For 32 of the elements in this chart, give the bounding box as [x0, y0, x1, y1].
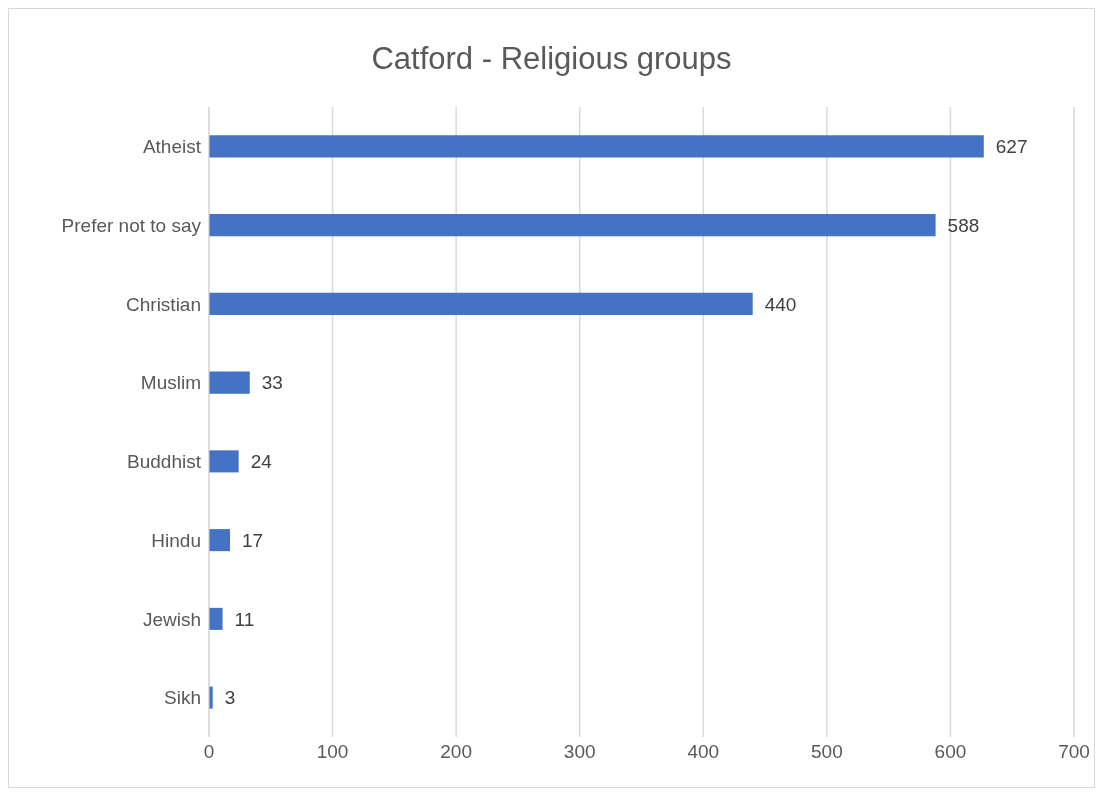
bar — [209, 529, 231, 552]
bar — [209, 450, 239, 473]
y-tick-label: Christian — [126, 293, 201, 315]
data-label: 588 — [947, 214, 980, 236]
bar — [209, 292, 753, 315]
x-tick-label: 100 — [316, 741, 349, 763]
x-tick-label: 200 — [440, 741, 472, 763]
data-label: 17 — [242, 529, 264, 551]
y-tick-label: Buddhist — [127, 451, 202, 473]
x-tick-label: 300 — [563, 741, 596, 763]
data-label: 627 — [995, 136, 1028, 158]
x-tick-label: 500 — [811, 741, 843, 763]
chart-title: Catford - Religious groups — [370, 40, 733, 78]
bar — [209, 607, 223, 630]
y-tick-label: Sikh — [164, 687, 201, 709]
x-tick-label: 600 — [934, 741, 967, 763]
y-tick-label: Muslim — [140, 372, 201, 394]
data-label: 24 — [250, 451, 273, 473]
y-tick-label: Prefer not to say — [61, 214, 202, 236]
bar — [209, 214, 936, 237]
y-tick-label: Hindu — [151, 529, 201, 551]
y-tick-label: Atheist — [142, 136, 202, 158]
bar — [209, 371, 250, 394]
data-label: 11 — [234, 608, 255, 630]
y-tick-label: Jewish — [142, 608, 201, 630]
x-tick-label: 700 — [1058, 741, 1090, 763]
data-label: 440 — [764, 293, 797, 315]
data-label: 33 — [261, 372, 283, 394]
data-label: 3 — [224, 687, 236, 709]
x-tick-label: 0 — [203, 741, 215, 763]
bar — [209, 135, 984, 158]
x-tick-label: 400 — [687, 741, 720, 763]
